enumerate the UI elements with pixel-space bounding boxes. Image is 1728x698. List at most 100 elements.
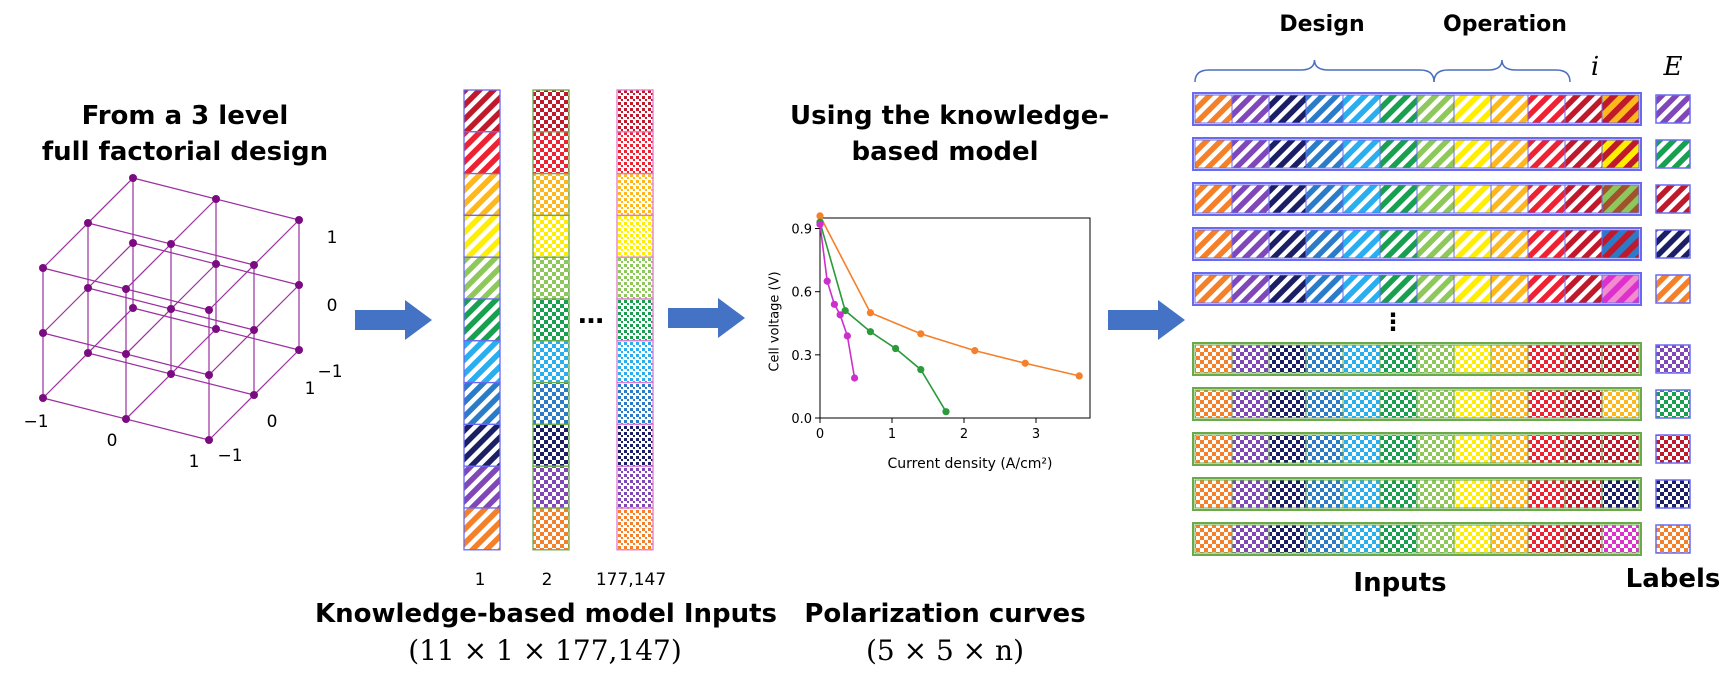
grid-cell-yellow xyxy=(1453,479,1492,509)
striped-input-row-1 xyxy=(1192,92,1642,126)
grid-cell-navy xyxy=(1268,389,1307,419)
input-cell-navy xyxy=(463,423,501,467)
grid-cell-green xyxy=(1379,524,1418,554)
input-label-grid xyxy=(1192,59,1691,556)
data-point-orange xyxy=(1021,359,1029,367)
grid-cell-navy xyxy=(1268,434,1307,464)
input-cell-yellow xyxy=(463,214,501,258)
series-orange xyxy=(816,212,1083,380)
grid-cell-yellow xyxy=(1453,229,1492,259)
chart-xtick-label: 3 xyxy=(1032,427,1040,442)
chart-plot-area xyxy=(819,217,1091,419)
chart-xtick-label: 0 xyxy=(816,427,824,442)
label-cell-striped-4 xyxy=(1655,229,1691,259)
chart-xtick-label: 2 xyxy=(960,427,968,442)
cube-point-12 xyxy=(167,370,175,378)
cube-point-5 xyxy=(84,219,92,227)
grid-cell-yellow xyxy=(1453,274,1492,304)
grid-cell-orange xyxy=(1194,389,1233,419)
input-cell-darkred xyxy=(616,89,654,133)
cube-point-6 xyxy=(129,304,137,312)
grid-cell-lightgreen xyxy=(1416,434,1455,464)
grid-cell-blue xyxy=(1305,389,1344,419)
grid-cell-current xyxy=(1601,479,1640,509)
striped-input-row-5 xyxy=(1192,272,1642,306)
column-label-1: 1 xyxy=(474,570,486,590)
grid-cell-cyan xyxy=(1342,274,1381,304)
grid-cell-purple xyxy=(1231,94,1270,124)
cube-x-tick-1: 1 xyxy=(188,452,200,472)
grid-cell-amber xyxy=(1490,479,1529,509)
grid-cell-amber xyxy=(1490,274,1529,304)
grid-cell-red xyxy=(1527,479,1566,509)
grid-cell-darkred xyxy=(1564,184,1603,214)
input-cell-amber xyxy=(532,172,570,217)
grid-cell-navy xyxy=(1268,274,1307,304)
input-column-2 xyxy=(532,89,570,551)
grid-cell-orange xyxy=(1194,524,1233,554)
grid-cell-cyan xyxy=(1342,434,1381,464)
grid-cell-current xyxy=(1601,524,1640,554)
input-cell-cyan xyxy=(463,340,501,384)
input-cell-red xyxy=(532,131,570,175)
grid-cell-lightgreen xyxy=(1416,274,1455,304)
data-point-orange xyxy=(917,330,925,338)
grid-cell-amber xyxy=(1490,94,1529,124)
grid-cell-cyan xyxy=(1342,229,1381,259)
cube-x-tick-neg1: −1 xyxy=(23,412,49,432)
data-point-orange xyxy=(816,212,824,220)
input-cell-lightgreen xyxy=(616,256,654,300)
grid-cell-current xyxy=(1601,344,1640,374)
data-point-orange xyxy=(866,309,875,317)
column-label-177147: 177,147 xyxy=(595,570,667,590)
grid-cell-orange xyxy=(1194,94,1233,124)
label-cell-checkered-2 xyxy=(1655,389,1691,419)
grid-cell-blue xyxy=(1305,274,1344,304)
input-cell-blue xyxy=(532,381,570,426)
series-line-orange xyxy=(819,215,1080,377)
cube-point-11 xyxy=(122,285,130,293)
input-cell-blue xyxy=(616,381,654,426)
cube-point-8 xyxy=(129,174,137,182)
cube-point-19 xyxy=(205,371,213,379)
grid-cell-green xyxy=(1379,139,1418,169)
ellipsis-horizontal: … xyxy=(578,300,604,330)
cube-point-3 xyxy=(84,349,92,357)
cube-z-tick-0: 0 xyxy=(326,296,338,316)
striped-input-row-4 xyxy=(1192,227,1642,261)
label-cell-striped-1 xyxy=(1655,94,1691,124)
design-brace xyxy=(1194,59,1435,83)
input-cell-purple xyxy=(463,465,501,509)
grid-cell-green xyxy=(1379,344,1418,374)
grid-cell-navy xyxy=(1268,139,1307,169)
grid-cell-blue xyxy=(1305,434,1344,464)
arrow-cube-to-columns xyxy=(355,300,432,340)
data-point-magenta xyxy=(850,374,859,382)
cube-point-17 xyxy=(212,195,220,203)
grid-cell-green xyxy=(1379,434,1418,464)
data-point-magenta xyxy=(830,300,839,308)
cube-point-23 xyxy=(250,261,258,269)
grid-cell-darkred xyxy=(1564,344,1603,374)
series-magenta xyxy=(816,220,859,382)
factorial-cube xyxy=(39,174,303,444)
label-cell-checkered-1 xyxy=(1655,344,1691,374)
labels-label: Labels xyxy=(1625,564,1721,594)
grid-cell-blue xyxy=(1305,139,1344,169)
column-label-2: 2 xyxy=(541,570,553,590)
grid-cell-darkred xyxy=(1564,274,1603,304)
grid-cell-lightgreen xyxy=(1416,94,1455,124)
grid-cell-lightgreen xyxy=(1416,479,1455,509)
cube-point-18 xyxy=(205,436,213,444)
cube-point-25 xyxy=(295,281,303,289)
grid-cell-orange xyxy=(1194,434,1233,464)
data-point-magenta xyxy=(843,332,851,340)
grid-cell-cyan xyxy=(1342,94,1381,124)
grid-cell-blue xyxy=(1305,344,1344,374)
checkered-input-row-5 xyxy=(1192,522,1642,556)
grid-cell-amber xyxy=(1490,389,1529,419)
input-cell-orange xyxy=(463,507,501,551)
label-cell-checkered-3 xyxy=(1655,434,1691,464)
input-column-1 xyxy=(463,89,501,551)
